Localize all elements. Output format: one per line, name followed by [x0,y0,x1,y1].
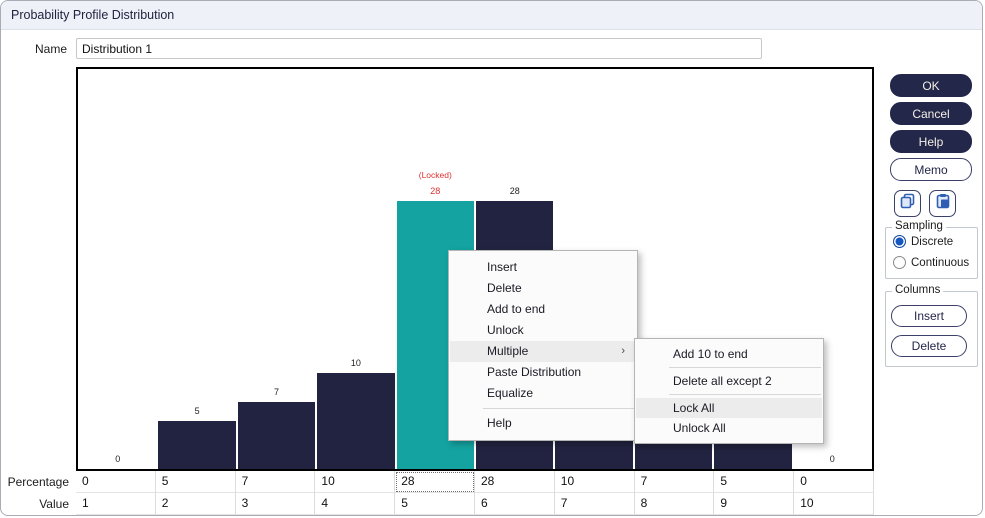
value-cell-6[interactable]: 6 [475,493,555,515]
name-input[interactable] [76,38,762,59]
submenu-separator [669,394,821,395]
value-cell-2[interactable]: 2 [155,493,236,515]
column-insert-button[interactable]: Insert [891,305,967,327]
dialog-title: Probability Profile Distribution [11,8,175,22]
bar-label-2: 5 [194,406,200,416]
bar-label-3: 7 [273,387,279,397]
percentage-cell-3[interactable]: 7 [235,471,316,493]
copy-icon [900,193,916,214]
context-menu-item-paste-distribution[interactable]: Paste Distribution [487,365,582,379]
percentage-cell-2[interactable]: 5 [155,471,236,493]
title-bar: Probability Profile Distribution [1,1,982,30]
paste-button[interactable] [929,190,956,217]
context-menu-separator [483,408,635,409]
context-submenu: Add 10 to end Delete all except 2 Lock All… [634,338,824,444]
percentage-row-label: Percentage [7,475,69,489]
sampling-group: Sampling Discrete Continuous [885,220,978,279]
columns-group-label: Columns [892,284,944,296]
radio-discrete[interactable]: Discrete [893,235,953,248]
radio-continuous-dot [893,256,906,269]
bar-label-4: 10 [350,358,361,368]
percentage-cell-7[interactable]: 10 [554,471,635,493]
percentage-cell-10[interactable]: 0 [794,471,874,493]
value-cell-3[interactable]: 3 [235,493,316,515]
value-cell-7[interactable]: 7 [554,493,635,515]
radio-discrete-label: Discrete [911,235,954,248]
percentage-cell-5[interactable]: 28 [395,471,475,493]
value-row-label: Value [39,497,69,511]
submenu-item-unlock-all[interactable]: Unlock All [673,421,726,435]
memo-button[interactable]: Memo [890,158,972,181]
context-menu-item-unlock[interactable]: Unlock [487,323,524,337]
bar-label-5: 28 [430,186,441,196]
name-label: Name [34,42,67,56]
context-menu-item-help[interactable]: Help [487,416,512,430]
context-menu-item-multiple[interactable]: Multiple › [450,341,636,362]
value-cell-9[interactable]: 9 [714,493,795,515]
bar-value-2[interactable] [158,421,236,469]
locked-annotation: (Locked) [418,170,452,180]
percentage-cell-9[interactable]: 5 [714,471,795,493]
bar-value-4[interactable] [317,373,395,469]
submenu-separator [669,367,821,368]
context-menu-item-insert[interactable]: Insert [487,260,518,274]
value-cell-10[interactable]: 10 [794,493,874,515]
value-cell-4[interactable]: 4 [315,493,396,515]
value-cell-8[interactable]: 8 [634,493,715,515]
percentage-cell-8[interactable]: 7 [634,471,715,493]
bar-label-10: 0 [829,454,835,464]
radio-continuous[interactable]: Continuous [893,256,969,269]
value-cell-5[interactable]: 5 [395,493,475,515]
bar-value-3[interactable] [237,402,316,469]
context-menu-item-add-to-end[interactable]: Add to end [487,302,546,316]
radio-discrete-dot [893,235,906,248]
submenu-item-add-10-to-end[interactable]: Add 10 to end [673,347,748,361]
context-menu: Insert Delete Add to end Unlock Multiple › Pas… [448,250,638,441]
columns-group: Columns Insert Delete [885,284,978,367]
context-menu-item-equalize[interactable]: Equalize [487,386,534,400]
submenu-item-lock-all[interactable]: Lock All [636,398,822,418]
value-cell-1[interactable]: 1 [76,493,156,515]
cancel-button[interactable]: Cancel [890,102,972,125]
percentage-cell-1[interactable]: 0 [76,471,156,493]
bar-label-6: 28 [509,186,520,196]
column-delete-button[interactable]: Delete [891,335,967,357]
sampling-group-label: Sampling [892,220,946,232]
submenu-item-delete-all-except-2[interactable]: Delete all except 2 [673,374,772,388]
submenu-arrow-icon: › [621,345,625,357]
copy-button[interactable] [894,190,921,217]
radio-continuous-label: Continuous [911,256,970,269]
ok-button[interactable]: OK [890,74,972,97]
percentage-cell-6[interactable]: 28 [475,471,555,493]
paste-icon [935,193,951,214]
help-button[interactable]: Help [890,130,972,153]
bar-label-1: 0 [115,454,121,464]
percentage-cell-4[interactable]: 10 [315,471,396,493]
context-menu-item-delete[interactable]: Delete [487,281,522,295]
